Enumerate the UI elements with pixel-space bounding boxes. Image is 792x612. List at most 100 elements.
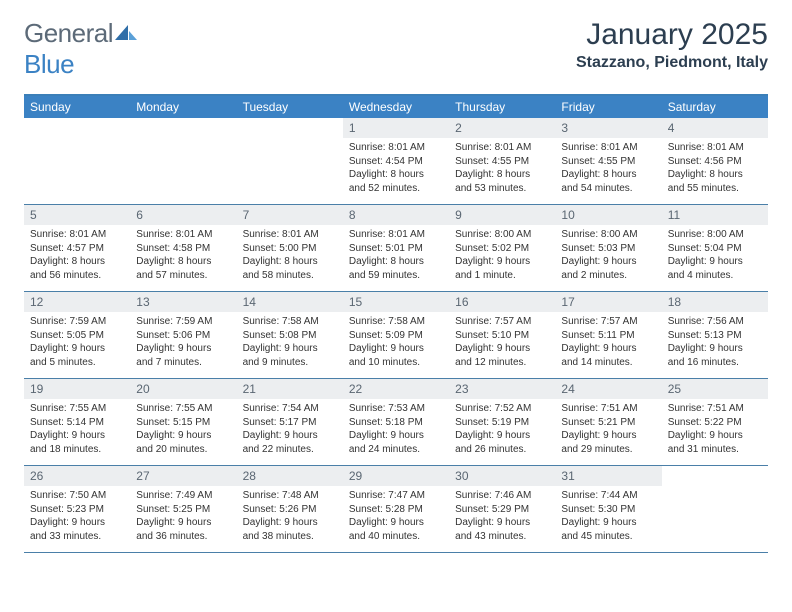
daylight-text: Daylight: 9 hours and 10 minutes.	[349, 342, 443, 369]
day-details: Sunrise: 7:57 AMSunset: 5:10 PMDaylight:…	[449, 312, 555, 373]
sunrise-text: Sunrise: 7:53 AM	[349, 402, 443, 416]
sunrise-text: Sunrise: 8:01 AM	[668, 141, 762, 155]
day-details: Sunrise: 8:00 AMSunset: 5:02 PMDaylight:…	[449, 225, 555, 286]
sunrise-text: Sunrise: 7:55 AM	[136, 402, 230, 416]
week-row: 1Sunrise: 8:01 AMSunset: 4:54 PMDaylight…	[24, 118, 768, 205]
daylight-text: Daylight: 9 hours and 43 minutes.	[455, 516, 549, 543]
day-details: Sunrise: 8:01 AMSunset: 5:00 PMDaylight:…	[237, 225, 343, 286]
brand-part2: Blue	[24, 49, 74, 79]
day-cell: 21Sunrise: 7:54 AMSunset: 5:17 PMDayligh…	[237, 379, 343, 465]
sunrise-text: Sunrise: 7:48 AM	[243, 489, 337, 503]
day-details: Sunrise: 7:52 AMSunset: 5:19 PMDaylight:…	[449, 399, 555, 460]
sunrise-text: Sunrise: 8:00 AM	[561, 228, 655, 242]
day-cell: 31Sunrise: 7:44 AMSunset: 5:30 PMDayligh…	[555, 466, 661, 552]
day-details: Sunrise: 8:01 AMSunset: 4:55 PMDaylight:…	[449, 138, 555, 199]
day-details: Sunrise: 7:44 AMSunset: 5:30 PMDaylight:…	[555, 486, 661, 547]
sunset-text: Sunset: 5:00 PM	[243, 242, 337, 256]
sunset-text: Sunset: 5:10 PM	[455, 329, 549, 343]
daylight-text: Daylight: 9 hours and 4 minutes.	[668, 255, 762, 282]
sunrise-text: Sunrise: 8:01 AM	[30, 228, 124, 242]
sunrise-text: Sunrise: 7:52 AM	[455, 402, 549, 416]
week-row: 26Sunrise: 7:50 AMSunset: 5:23 PMDayligh…	[24, 466, 768, 553]
daylight-text: Daylight: 9 hours and 40 minutes.	[349, 516, 443, 543]
day-details: Sunrise: 7:51 AMSunset: 5:21 PMDaylight:…	[555, 399, 661, 460]
sunrise-text: Sunrise: 7:59 AM	[30, 315, 124, 329]
day-cell: 23Sunrise: 7:52 AMSunset: 5:19 PMDayligh…	[449, 379, 555, 465]
day-cell: 26Sunrise: 7:50 AMSunset: 5:23 PMDayligh…	[24, 466, 130, 552]
daylight-text: Daylight: 9 hours and 1 minute.	[455, 255, 549, 282]
day-header: Sunday	[24, 96, 130, 118]
day-header: Friday	[555, 96, 661, 118]
sunset-text: Sunset: 5:01 PM	[349, 242, 443, 256]
day-number: 11	[662, 205, 768, 225]
sunset-text: Sunset: 5:22 PM	[668, 416, 762, 430]
day-details: Sunrise: 7:53 AMSunset: 5:18 PMDaylight:…	[343, 399, 449, 460]
day-number: 23	[449, 379, 555, 399]
daylight-text: Daylight: 9 hours and 5 minutes.	[30, 342, 124, 369]
sunset-text: Sunset: 5:11 PM	[561, 329, 655, 343]
sunset-text: Sunset: 5:28 PM	[349, 503, 443, 517]
daylight-text: Daylight: 9 hours and 9 minutes.	[243, 342, 337, 369]
day-details: Sunrise: 8:01 AMSunset: 4:57 PMDaylight:…	[24, 225, 130, 286]
day-details: Sunrise: 7:58 AMSunset: 5:08 PMDaylight:…	[237, 312, 343, 373]
day-details: Sunrise: 7:50 AMSunset: 5:23 PMDaylight:…	[24, 486, 130, 547]
day-number: 26	[24, 466, 130, 486]
day-number: 6	[130, 205, 236, 225]
day-header: Tuesday	[237, 96, 343, 118]
daylight-text: Daylight: 9 hours and 2 minutes.	[561, 255, 655, 282]
sunset-text: Sunset: 5:29 PM	[455, 503, 549, 517]
day-cell: 22Sunrise: 7:53 AMSunset: 5:18 PMDayligh…	[343, 379, 449, 465]
day-number: 16	[449, 292, 555, 312]
sunset-text: Sunset: 5:30 PM	[561, 503, 655, 517]
day-number: 9	[449, 205, 555, 225]
day-cell: 16Sunrise: 7:57 AMSunset: 5:10 PMDayligh…	[449, 292, 555, 378]
daylight-text: Daylight: 8 hours and 54 minutes.	[561, 168, 655, 195]
sunrise-text: Sunrise: 7:46 AM	[455, 489, 549, 503]
title-block: January 2025 Stazzano, Piedmont, Italy	[576, 18, 768, 72]
location-label: Stazzano, Piedmont, Italy	[576, 54, 768, 72]
day-details: Sunrise: 7:56 AMSunset: 5:13 PMDaylight:…	[662, 312, 768, 373]
daylight-text: Daylight: 8 hours and 57 minutes.	[136, 255, 230, 282]
sunrise-text: Sunrise: 8:00 AM	[668, 228, 762, 242]
sunset-text: Sunset: 5:03 PM	[561, 242, 655, 256]
day-cell: 2Sunrise: 8:01 AMSunset: 4:55 PMDaylight…	[449, 118, 555, 204]
daylight-text: Daylight: 9 hours and 45 minutes.	[561, 516, 655, 543]
day-cell	[24, 118, 130, 204]
sunset-text: Sunset: 5:26 PM	[243, 503, 337, 517]
daylight-text: Daylight: 8 hours and 55 minutes.	[668, 168, 762, 195]
daylight-text: Daylight: 9 hours and 18 minutes.	[30, 429, 124, 456]
sunset-text: Sunset: 5:09 PM	[349, 329, 443, 343]
sunset-text: Sunset: 5:14 PM	[30, 416, 124, 430]
day-cell: 20Sunrise: 7:55 AMSunset: 5:15 PMDayligh…	[130, 379, 236, 465]
day-cell: 3Sunrise: 8:01 AMSunset: 4:55 PMDaylight…	[555, 118, 661, 204]
day-details: Sunrise: 7:58 AMSunset: 5:09 PMDaylight:…	[343, 312, 449, 373]
daylight-text: Daylight: 9 hours and 12 minutes.	[455, 342, 549, 369]
day-details: Sunrise: 8:00 AMSunset: 5:04 PMDaylight:…	[662, 225, 768, 286]
day-details: Sunrise: 8:01 AMSunset: 4:56 PMDaylight:…	[662, 138, 768, 199]
sunrise-text: Sunrise: 8:01 AM	[243, 228, 337, 242]
sunset-text: Sunset: 4:57 PM	[30, 242, 124, 256]
day-cell: 27Sunrise: 7:49 AMSunset: 5:25 PMDayligh…	[130, 466, 236, 552]
day-details: Sunrise: 7:55 AMSunset: 5:15 PMDaylight:…	[130, 399, 236, 460]
daylight-text: Daylight: 8 hours and 53 minutes.	[455, 168, 549, 195]
brand-name: GeneralBlue	[24, 18, 137, 80]
sunset-text: Sunset: 5:17 PM	[243, 416, 337, 430]
sunrise-text: Sunrise: 7:44 AM	[561, 489, 655, 503]
day-number: 7	[237, 205, 343, 225]
day-cell: 14Sunrise: 7:58 AMSunset: 5:08 PMDayligh…	[237, 292, 343, 378]
day-details: Sunrise: 8:00 AMSunset: 5:03 PMDaylight:…	[555, 225, 661, 286]
day-number: 4	[662, 118, 768, 138]
day-cell: 25Sunrise: 7:51 AMSunset: 5:22 PMDayligh…	[662, 379, 768, 465]
day-details: Sunrise: 7:51 AMSunset: 5:22 PMDaylight:…	[662, 399, 768, 460]
day-cell: 29Sunrise: 7:47 AMSunset: 5:28 PMDayligh…	[343, 466, 449, 552]
day-cell: 24Sunrise: 7:51 AMSunset: 5:21 PMDayligh…	[555, 379, 661, 465]
daylight-text: Daylight: 9 hours and 29 minutes.	[561, 429, 655, 456]
day-header: Saturday	[662, 96, 768, 118]
sunset-text: Sunset: 5:25 PM	[136, 503, 230, 517]
day-details: Sunrise: 7:47 AMSunset: 5:28 PMDaylight:…	[343, 486, 449, 547]
day-number: 24	[555, 379, 661, 399]
day-cell: 17Sunrise: 7:57 AMSunset: 5:11 PMDayligh…	[555, 292, 661, 378]
logo-sail-icon	[115, 18, 137, 48]
sunset-text: Sunset: 4:55 PM	[561, 155, 655, 169]
sunset-text: Sunset: 5:15 PM	[136, 416, 230, 430]
